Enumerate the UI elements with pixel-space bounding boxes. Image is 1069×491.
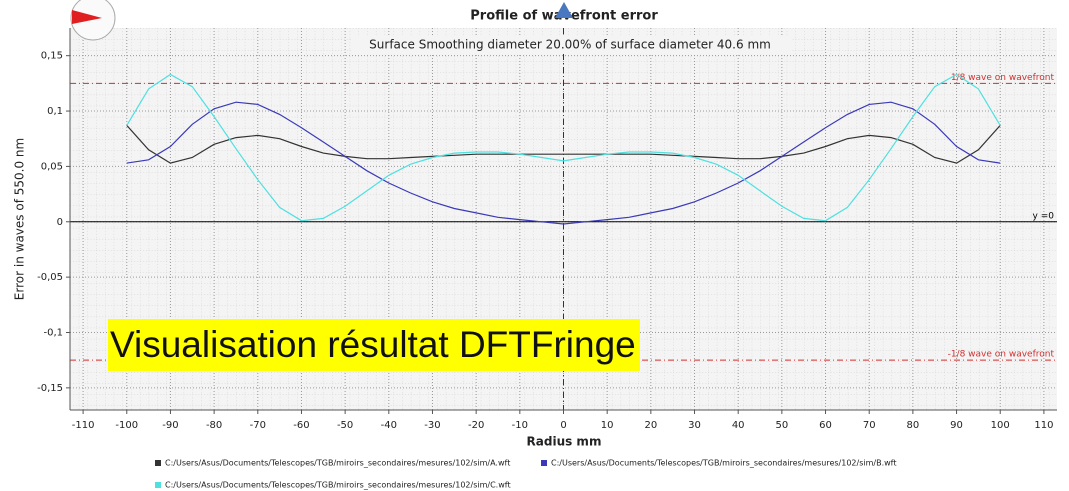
x-tick-label: 90: [950, 420, 963, 431]
y-tick-label: 0,1: [47, 106, 63, 117]
legend-label: C:/Users/Asus/Documents/Telescopes/TGB/m…: [165, 459, 510, 468]
subtitle-bg: [352, 36, 792, 54]
y-tick-label: 0,15: [41, 51, 63, 62]
y-tick-label: -0,15: [37, 383, 63, 394]
reference-label: 1/8 wave on wavefront: [951, 73, 1055, 83]
legend-swatch: [155, 460, 161, 466]
x-tick-label: -10: [512, 420, 528, 431]
x-tick-label: -30: [424, 420, 440, 431]
x-tick-label: 80: [907, 420, 920, 431]
x-tick-label: 30: [688, 420, 701, 431]
legend-swatch: [541, 460, 547, 466]
x-tick-label: 40: [732, 420, 745, 431]
x-tick-label: 60: [819, 420, 832, 431]
x-tick-label: -40: [381, 420, 397, 431]
x-tick-label: 20: [644, 420, 657, 431]
x-axis-label: Radius mm: [527, 435, 602, 449]
y-tick-label: -0,1: [43, 327, 63, 338]
x-tick-label: -90: [162, 420, 178, 431]
app-icon: [70, 0, 116, 41]
y-axis-label: Error in waves of 550.0 nm: [13, 138, 27, 300]
marker-triangle: [555, 2, 573, 18]
series-line: [126, 125, 1001, 164]
x-tick-label: -110: [72, 420, 95, 431]
overlay-caption: Visualisation résultat DFTFringe: [108, 319, 640, 371]
legend: C:/Users/Asus/Documents/Telescopes/TGB/m…: [155, 459, 896, 490]
lines: [126, 73, 1001, 225]
series-line: [126, 101, 1001, 225]
x-tick-label: 70: [863, 420, 876, 431]
x-tick-label: -70: [250, 420, 266, 431]
subtitle: Surface Smoothing diameter 20.00% of sur…: [369, 38, 771, 52]
x-tick-label: -80: [206, 420, 222, 431]
x-tick-label: 0: [560, 420, 566, 431]
legend-swatch: [155, 482, 161, 488]
x-tick-label: 10: [601, 420, 614, 431]
reference-lines: 1/8 wave on wavefront -1/8 wave on wavefr…: [70, 73, 1057, 361]
y-tick-label: -0,05: [37, 272, 63, 283]
x-tick-label: 110: [1034, 420, 1053, 431]
legend-label: C:/Users/Asus/Documents/Telescopes/TGB/m…: [165, 481, 511, 490]
reference-label: -1/8 wave on wavefront: [948, 350, 1055, 360]
x-tick-label: 50: [775, 420, 788, 431]
x-tick-label: -50: [337, 420, 353, 431]
series-line: [126, 73, 1001, 222]
x-tick-label: -60: [293, 420, 309, 431]
y-tick-label: 0: [57, 217, 63, 228]
x-tick-label: -20: [468, 420, 484, 431]
legend-label: C:/Users/Asus/Documents/Telescopes/TGB/m…: [551, 459, 896, 468]
x-tick-label: -100: [115, 420, 138, 431]
reference-label: y =0: [1033, 211, 1055, 221]
x-tick-label: 100: [991, 420, 1010, 431]
y-tick-label: 0,05: [41, 161, 63, 172]
